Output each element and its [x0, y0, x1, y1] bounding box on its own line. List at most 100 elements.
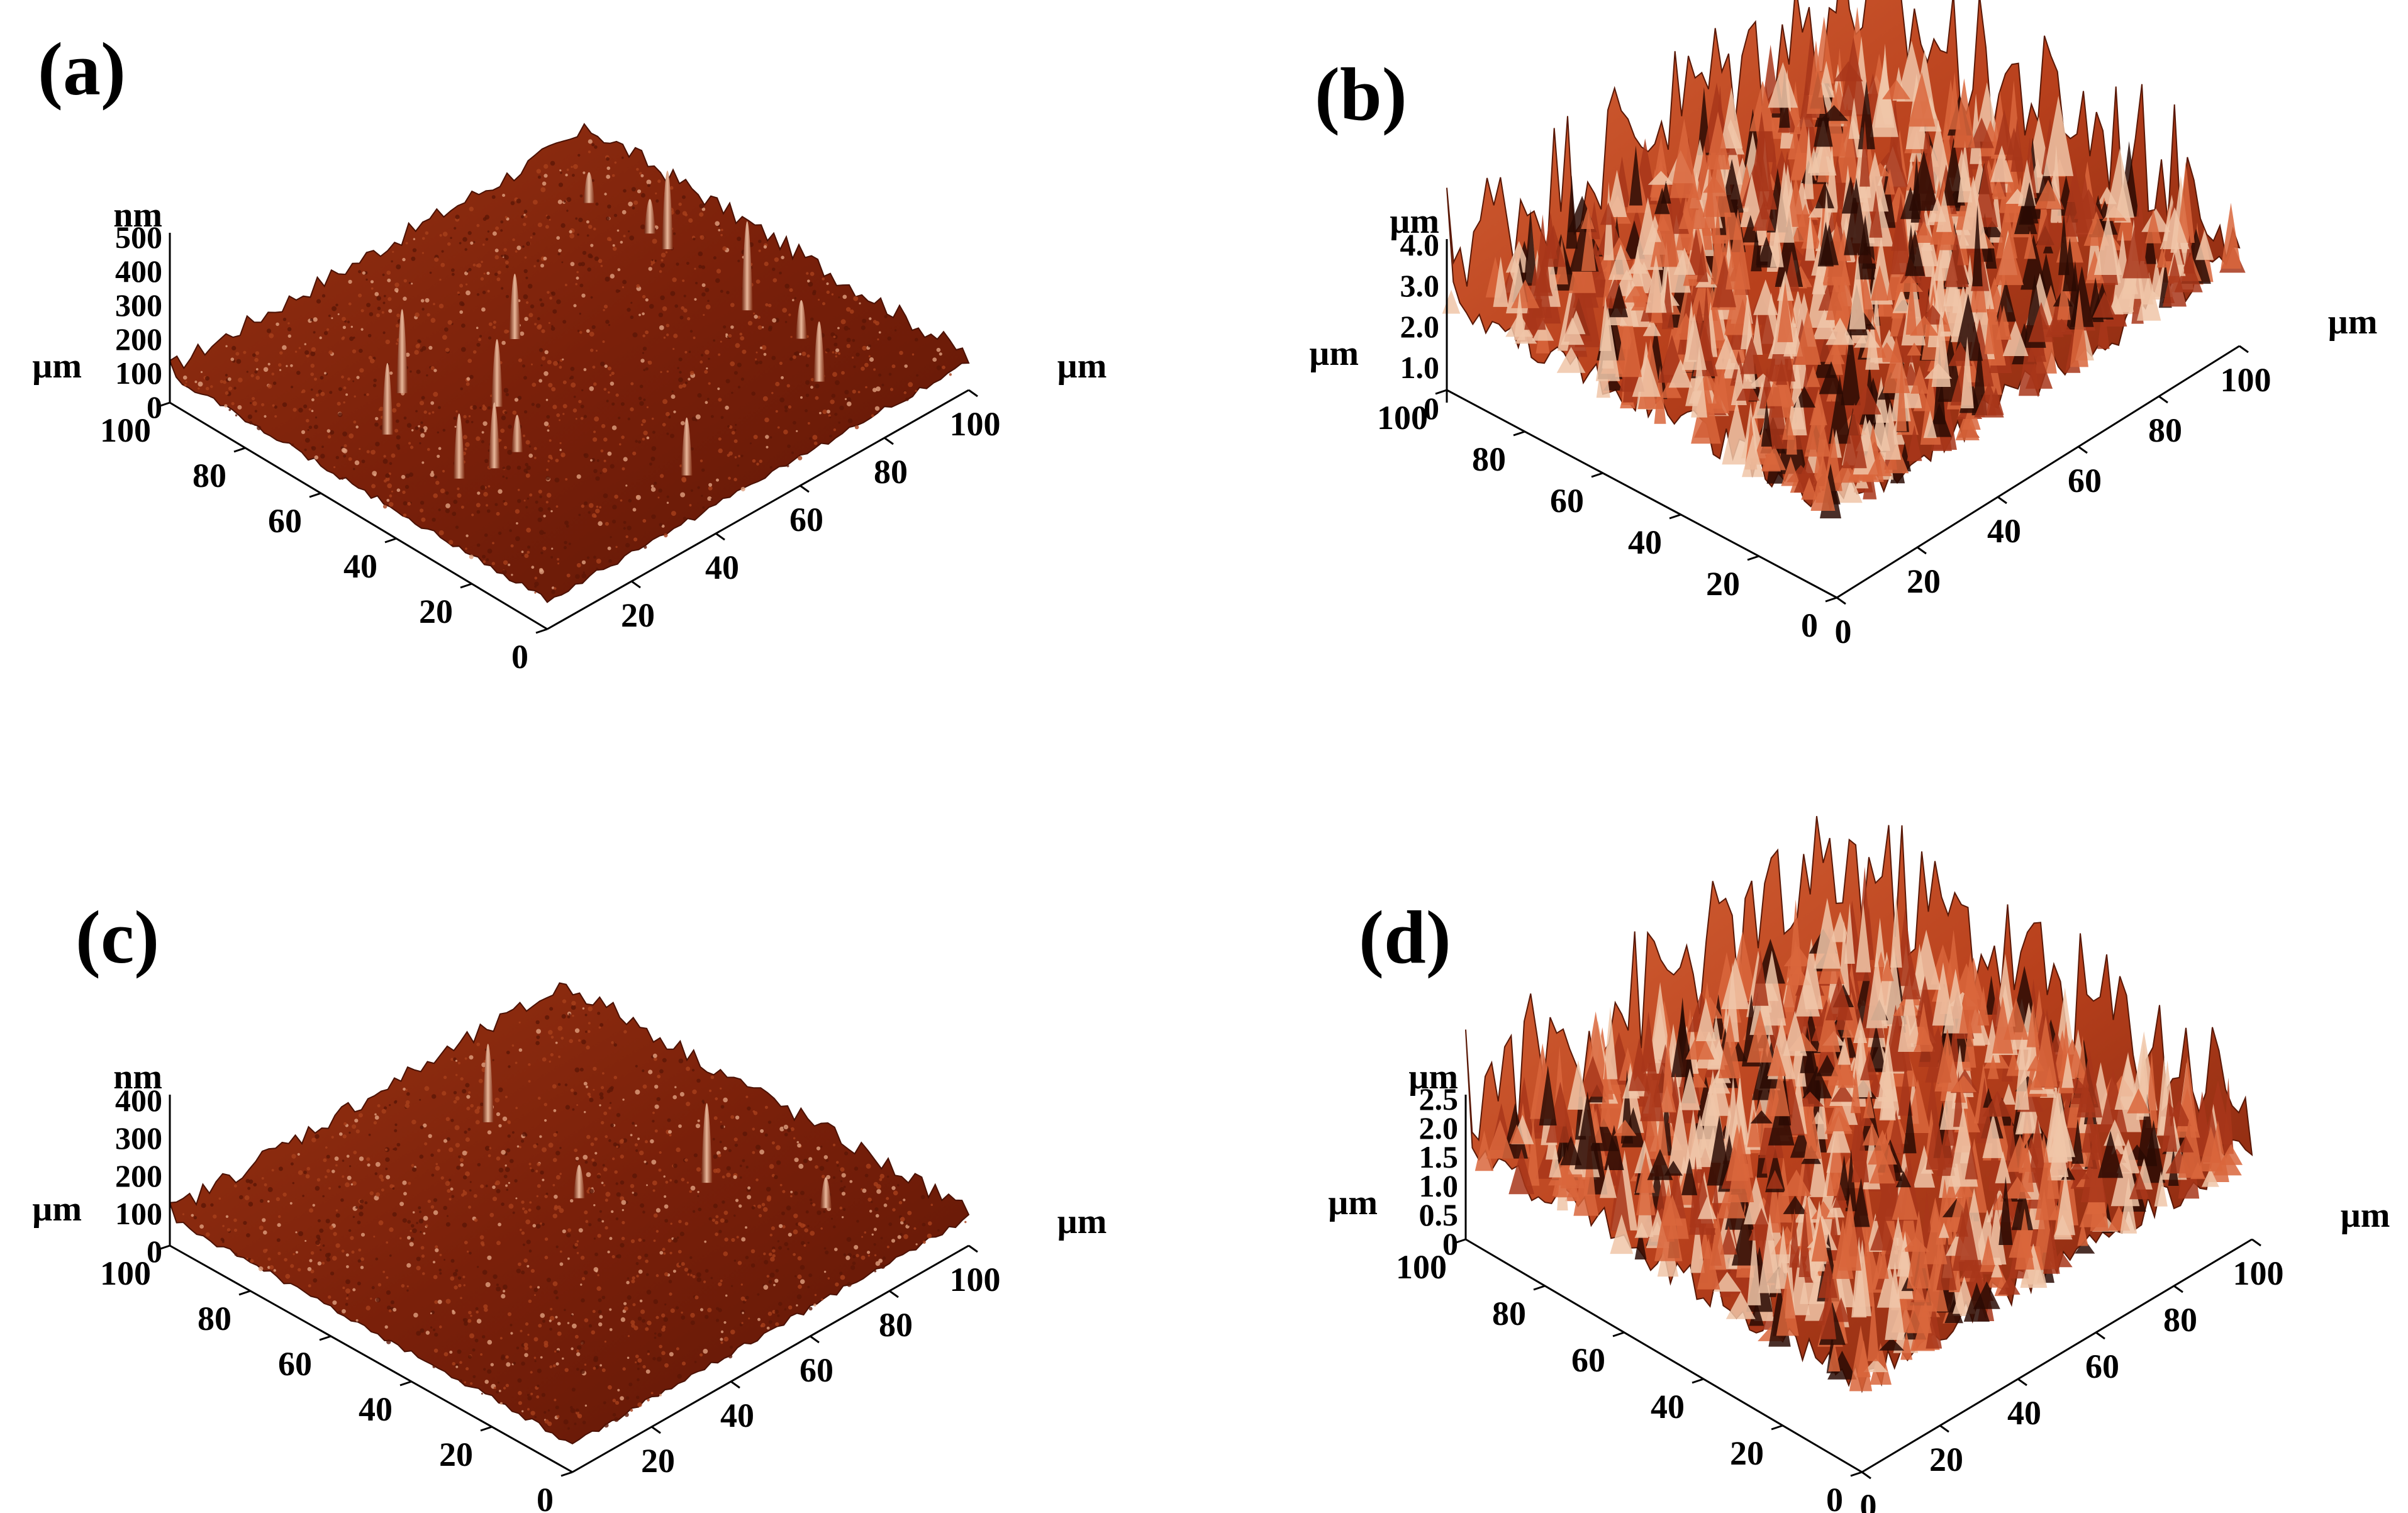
right-axis-tick [2095, 1331, 2105, 1340]
surface-speckle [615, 1217, 619, 1220]
surface-peak [2120, 1177, 2137, 1234]
surface-peak [1898, 974, 1921, 1052]
surface-speckle [523, 468, 528, 473]
surface-peak [1714, 335, 1740, 370]
surface-speckle [755, 360, 759, 365]
surface-speckle [499, 1402, 503, 1405]
surface-speckle [557, 1322, 561, 1326]
surface-speckle [516, 1346, 520, 1349]
surface-speckle [320, 454, 325, 459]
surface-speckle [389, 1184, 394, 1188]
surface-speckle [766, 1275, 770, 1278]
surface-speckle [639, 1150, 644, 1156]
surface-speckle [540, 303, 545, 307]
surface-speckle [391, 260, 393, 263]
surface-speckle [705, 401, 708, 405]
surface-speckle [603, 493, 608, 498]
surface-speckle [401, 474, 406, 479]
surface-speckle [466, 270, 469, 273]
surface-speckle [221, 1241, 225, 1243]
left-axis-tick [560, 1471, 573, 1477]
surface-speckle [374, 1115, 379, 1120]
z-tick-label: 2.0 [1400, 309, 1440, 344]
surface-peak [1848, 98, 1860, 139]
surface-speckle [679, 1231, 684, 1236]
surface-peak [1898, 1063, 1913, 1116]
surface-speckle [345, 1279, 350, 1285]
surface-speckle [605, 1135, 608, 1139]
surface-speckle [668, 416, 671, 419]
surface-speckle [562, 1357, 564, 1360]
surface-peak [2049, 1109, 2075, 1158]
surface-speckle [690, 447, 694, 451]
surface-speckle [662, 399, 668, 405]
surface-speckle [630, 1184, 635, 1188]
surface-speckle [530, 1410, 535, 1415]
surface-speckle [609, 1237, 613, 1241]
surface-speckle [596, 505, 599, 508]
surface-speckle [489, 1147, 491, 1149]
surface-speckle [627, 308, 631, 312]
surface-peak [2105, 148, 2134, 218]
surface-speckle [701, 265, 706, 269]
surface-speckle [396, 313, 400, 318]
surface-speckle [669, 1292, 672, 1296]
surface-speckle [389, 1104, 391, 1107]
z-tick-label: 300 [115, 288, 162, 323]
surface-speckle [234, 1253, 238, 1256]
surface-peak [2014, 1036, 2029, 1110]
surface-speckle [460, 1163, 464, 1167]
surface-speckle [655, 1208, 661, 1213]
surface-speckle [310, 372, 315, 376]
surface-speckle [434, 1332, 438, 1337]
surface-speckle [843, 1208, 846, 1211]
surface-speckle [593, 1267, 599, 1272]
left-axis-tick-label: 0 [537, 1481, 554, 1513]
surface-speckle [647, 1350, 650, 1353]
surface-speckle [485, 238, 489, 241]
surface-speckle [592, 366, 596, 369]
surface-speckle [267, 362, 270, 366]
surface-peak [2136, 272, 2161, 321]
surface-speckle [598, 1310, 602, 1314]
surface-speckle [259, 1225, 264, 1231]
surface-speckle [462, 237, 467, 242]
surface-speckle [447, 1189, 451, 1193]
surface-speckle [555, 1362, 559, 1366]
surface-speckle [610, 274, 615, 279]
surface-peak [1789, 899, 1802, 974]
surface-speckle [642, 312, 645, 316]
surface-speckle [800, 1279, 805, 1284]
surface-peak [2092, 292, 2117, 318]
surface-speckle [588, 1324, 593, 1328]
surface-speckle [421, 396, 425, 400]
surface-speckle [545, 398, 549, 401]
surface-speckle [201, 1203, 206, 1209]
surface-speckle [407, 1220, 411, 1224]
surface-speckle [572, 1323, 577, 1329]
surface-speckle [839, 1207, 843, 1210]
surface-speckle [849, 310, 854, 314]
surface-speckle [505, 1383, 510, 1387]
surface-speckle [673, 333, 678, 338]
surface-peak [1869, 191, 1883, 238]
surface-speckle [593, 227, 596, 231]
surface-peak [1867, 1292, 1880, 1361]
surface-speckle [908, 382, 913, 388]
surface-speckle [871, 1200, 873, 1203]
surface-speckle [263, 367, 269, 372]
surface-peak [2003, 998, 2029, 1040]
surface-speckle [277, 1251, 281, 1255]
left-axis-tick-label: 100 [100, 1254, 151, 1292]
surface-speckle [635, 440, 638, 443]
surface-speckle [483, 1368, 486, 1371]
surface-speckle [887, 336, 891, 341]
surface-speckle [571, 1001, 576, 1006]
surface-peak [1826, 276, 1846, 320]
surface-speckle [539, 495, 542, 498]
surface-speckle [546, 215, 550, 220]
surface-speckle [634, 1143, 638, 1147]
surface-speckle [612, 505, 617, 510]
surface-speckle [584, 1363, 587, 1366]
right-axis-tick-label: 40 [720, 1397, 754, 1434]
